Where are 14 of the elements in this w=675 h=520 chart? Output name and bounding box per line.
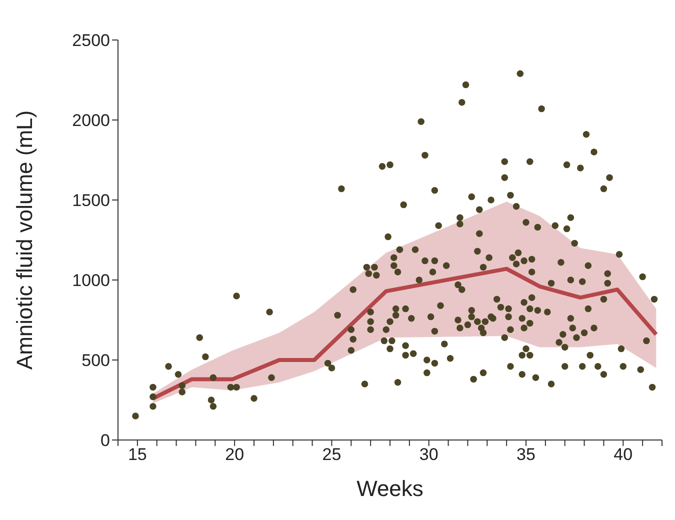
x-tick-label: 35 xyxy=(516,445,536,464)
x-tick-label: 30 xyxy=(419,445,438,464)
x-tick-label: 15 xyxy=(128,445,147,464)
y-tick-label: 1000 xyxy=(72,271,110,290)
y-tick-label: 0 xyxy=(100,431,110,450)
x-tick-label: 40 xyxy=(614,445,633,464)
y-tick-label: 2000 xyxy=(72,111,110,130)
x-tick-label: 20 xyxy=(225,445,244,464)
x-axis-title: Weeks xyxy=(356,476,424,501)
x-tick-label: 25 xyxy=(322,445,342,464)
y-tick-label: 2500 xyxy=(72,31,110,50)
y-tick-label: 500 xyxy=(82,351,110,370)
y-tick-label: 1500 xyxy=(72,191,110,210)
y-axis-title: Amniotic fluid volume (mL) xyxy=(12,110,37,370)
